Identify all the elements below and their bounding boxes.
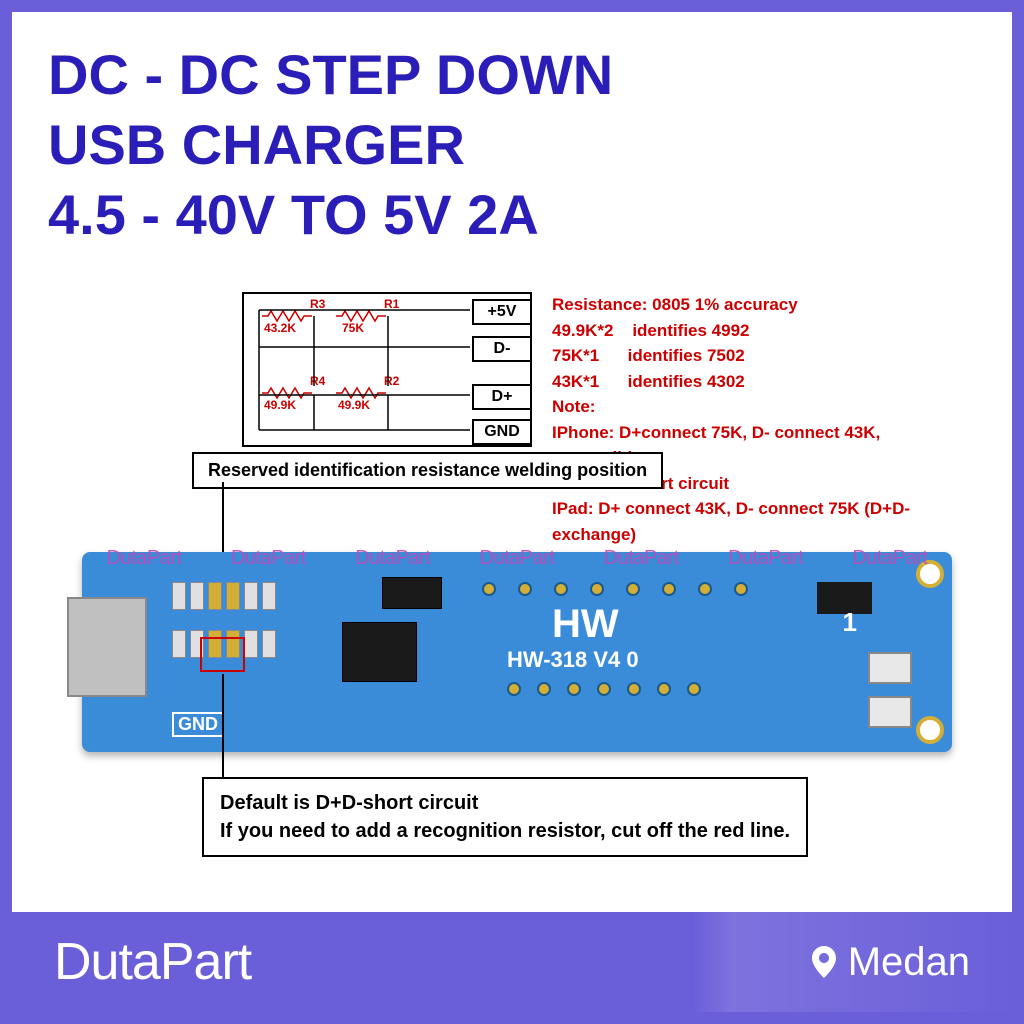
via-row-top [482,582,748,596]
main-frame: DC - DC STEP DOWN USB CHARGER 4.5 - 40V … [0,0,1024,1024]
diode-component [382,577,442,609]
circuit-schematic: +5V D- D+ GND R3 43.2K R1 75K R4 49.9 [242,292,532,447]
usb-port [67,597,147,697]
circuit-wires [244,294,534,449]
mounting-hole-br [916,716,944,744]
callout2-line2: If you need to add a recognition resisto… [220,817,790,845]
resistor-pad-area [172,582,292,677]
terminal-pads [868,652,912,728]
watermark-text: DutaPart [107,547,182,570]
footer-location: Medan [812,940,970,985]
gnd-silkscreen: GND [172,712,224,737]
ic-chip [342,622,417,682]
silkscreen-1: 1 [843,607,857,638]
location-pin-icon [812,946,836,978]
footer-bar: DutaPart Medan [12,912,1012,1012]
spec-line-2: 75K*1 identifies 7502 [552,343,972,369]
callout-reserved-position: Reserved identification resistance weldi… [192,452,663,489]
title-line-3: 4.5 - 40V TO 5V 2A [48,180,976,250]
silkscreen-hw: HW [552,602,619,647]
specifications-text: Resistance: 0805 1% accuracy 49.9K*2 ide… [552,292,972,547]
spec-line-1: 49.9K*2 identifies 4992 [552,318,972,344]
via-row-bottom [507,682,701,696]
watermark-text: DutaPart [604,547,679,570]
pad-highlight-redline [200,637,245,672]
title-block: DC - DC STEP DOWN USB CHARGER 4.5 - 40V … [12,12,1012,250]
watermark-row: DutaPart DutaPart DutaPart DutaPart Duta… [82,547,952,570]
spec-line-4: Note: [552,394,972,420]
watermark-text: DutaPart [355,547,430,570]
callout2-line1: Default is D+D-short circuit [220,789,790,817]
watermark-text: DutaPart [231,547,306,570]
diagram-area: +5V D- D+ GND R3 43.2K R1 75K R4 49.9 [12,292,1012,872]
pcb-photo: GND HW HW-318 V4 0 1 [82,532,952,762]
pcb-board: GND HW HW-318 V4 0 1 [82,552,952,752]
title-line-1: DC - DC STEP DOWN [48,40,976,110]
callout-default-short: Default is D+D-short circuit If you need… [202,777,808,857]
spec-line-0: Resistance: 0805 1% accuracy [552,292,972,318]
silkscreen-version: HW-318 V4 0 [507,647,639,673]
watermark-text: DutaPart [480,547,555,570]
spec-line-3: 43K*1 identifies 4302 [552,369,972,395]
watermark-text: DutaPart [852,547,927,570]
title-line-2: USB CHARGER [48,110,976,180]
footer-brand: DutaPart [54,932,251,992]
content-area: DC - DC STEP DOWN USB CHARGER 4.5 - 40V … [12,12,1012,1012]
watermark-text: DutaPart [728,547,803,570]
callout-arrow-bottom [222,674,224,779]
footer-location-text: Medan [848,940,970,985]
